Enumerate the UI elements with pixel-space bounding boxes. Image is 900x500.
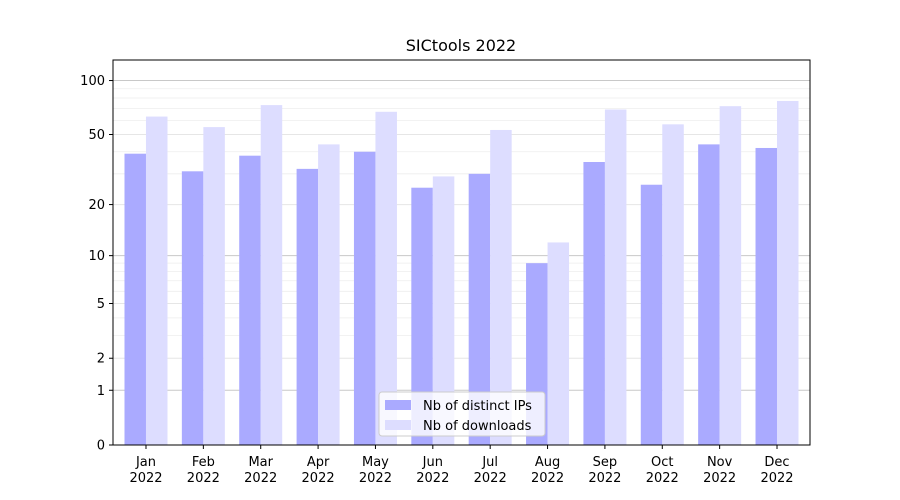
x-tick-label-month: Feb	[192, 455, 215, 470]
x-tick-label-month: Sep	[593, 455, 618, 470]
plot-frame	[112, 59, 811, 446]
bar-downloads-nov	[719, 106, 742, 445]
y-tick-label: 0	[97, 439, 105, 454]
x-tick-label-month: Nov	[707, 455, 733, 470]
x-tick-label-month: Apr	[307, 455, 330, 470]
x-tick-label-year: 2022	[359, 471, 392, 486]
bar-distinct-ips-feb	[181, 171, 204, 445]
x-tick-label-month: Jun	[422, 455, 443, 470]
x-tick-label-month: Jul	[481, 455, 498, 470]
bar-downloads-sep	[604, 109, 627, 445]
bar-downloads-jan	[145, 116, 168, 445]
x-tick-label-month: Mar	[248, 455, 273, 470]
legend-swatch	[385, 420, 411, 430]
bar-distinct-ips-jun	[411, 187, 433, 445]
legend-label: Nb of downloads	[423, 419, 532, 434]
bar-distinct-ips-mar	[239, 155, 261, 446]
bar-distinct-ips-may	[353, 151, 376, 445]
x-tick-label-year: 2022	[187, 471, 220, 486]
bar-distinct-ips-jul	[468, 173, 491, 446]
y-tick-label: 2	[97, 352, 105, 367]
bar-distinct-ips-jan	[124, 153, 146, 445]
x-tick-label-month: Aug	[535, 455, 560, 470]
legend-box	[378, 391, 546, 437]
legend: Nb of distinct IPs Nb of downloads	[378, 391, 546, 437]
x-tick-label-year: 2022	[531, 471, 564, 486]
bar-distinct-ips-oct	[640, 184, 663, 445]
y-tick-label: 1	[97, 384, 105, 399]
bar-downloads-mar	[260, 105, 283, 446]
bar-downloads-dec	[777, 100, 799, 445]
bar-downloads-may	[375, 111, 397, 445]
x-tick-label-year: 2022	[129, 471, 162, 486]
bar-downloads-oct	[662, 124, 684, 445]
x-tick-label-year: 2022	[302, 471, 335, 486]
y-tick-label: 100	[80, 74, 105, 89]
x-tick-label-year: 2022	[474, 471, 507, 486]
bar-distinct-ips-dec	[755, 147, 778, 446]
chart-title: SICtools 2022	[406, 36, 516, 55]
x-tick-label-year: 2022	[244, 471, 277, 486]
bar-downloads-aug	[547, 242, 570, 445]
x-tick-label-year: 2022	[646, 471, 679, 486]
x-tick-label-year: 2022	[703, 471, 736, 486]
y-tick-label: 50	[88, 128, 105, 143]
x-tick-label-month: Oct	[651, 455, 673, 470]
y-tick-label: 5	[97, 297, 105, 312]
bar-downloads-jun	[432, 176, 455, 445]
y-tick-label: 10	[88, 249, 105, 264]
x-tick-label-year: 2022	[588, 471, 621, 486]
bar-distinct-ips-sep	[583, 162, 605, 445]
grid-lines	[113, 80, 810, 391]
x-tick-label-year: 2022	[416, 471, 449, 486]
x-tick-label-year: 2022	[760, 471, 793, 486]
axes: Jan2022Feb2022Mar2022Apr2022May2022Jun20…	[80, 59, 811, 486]
x-tick-label-month: Dec	[764, 455, 789, 470]
bar-distinct-ips-apr	[296, 168, 319, 445]
y-tick-label: 20	[88, 198, 105, 213]
bar-downloads-apr	[318, 144, 340, 446]
legend-label: Nb of distinct IPs	[423, 399, 532, 414]
bar-downloads-jul	[490, 129, 512, 445]
bar-downloads-feb	[203, 127, 225, 446]
bar-distinct-ips-nov	[698, 144, 720, 446]
legend-swatch	[385, 400, 411, 410]
x-tick-label-month: May	[362, 455, 389, 470]
x-tick-label-month: Jan	[135, 455, 156, 470]
